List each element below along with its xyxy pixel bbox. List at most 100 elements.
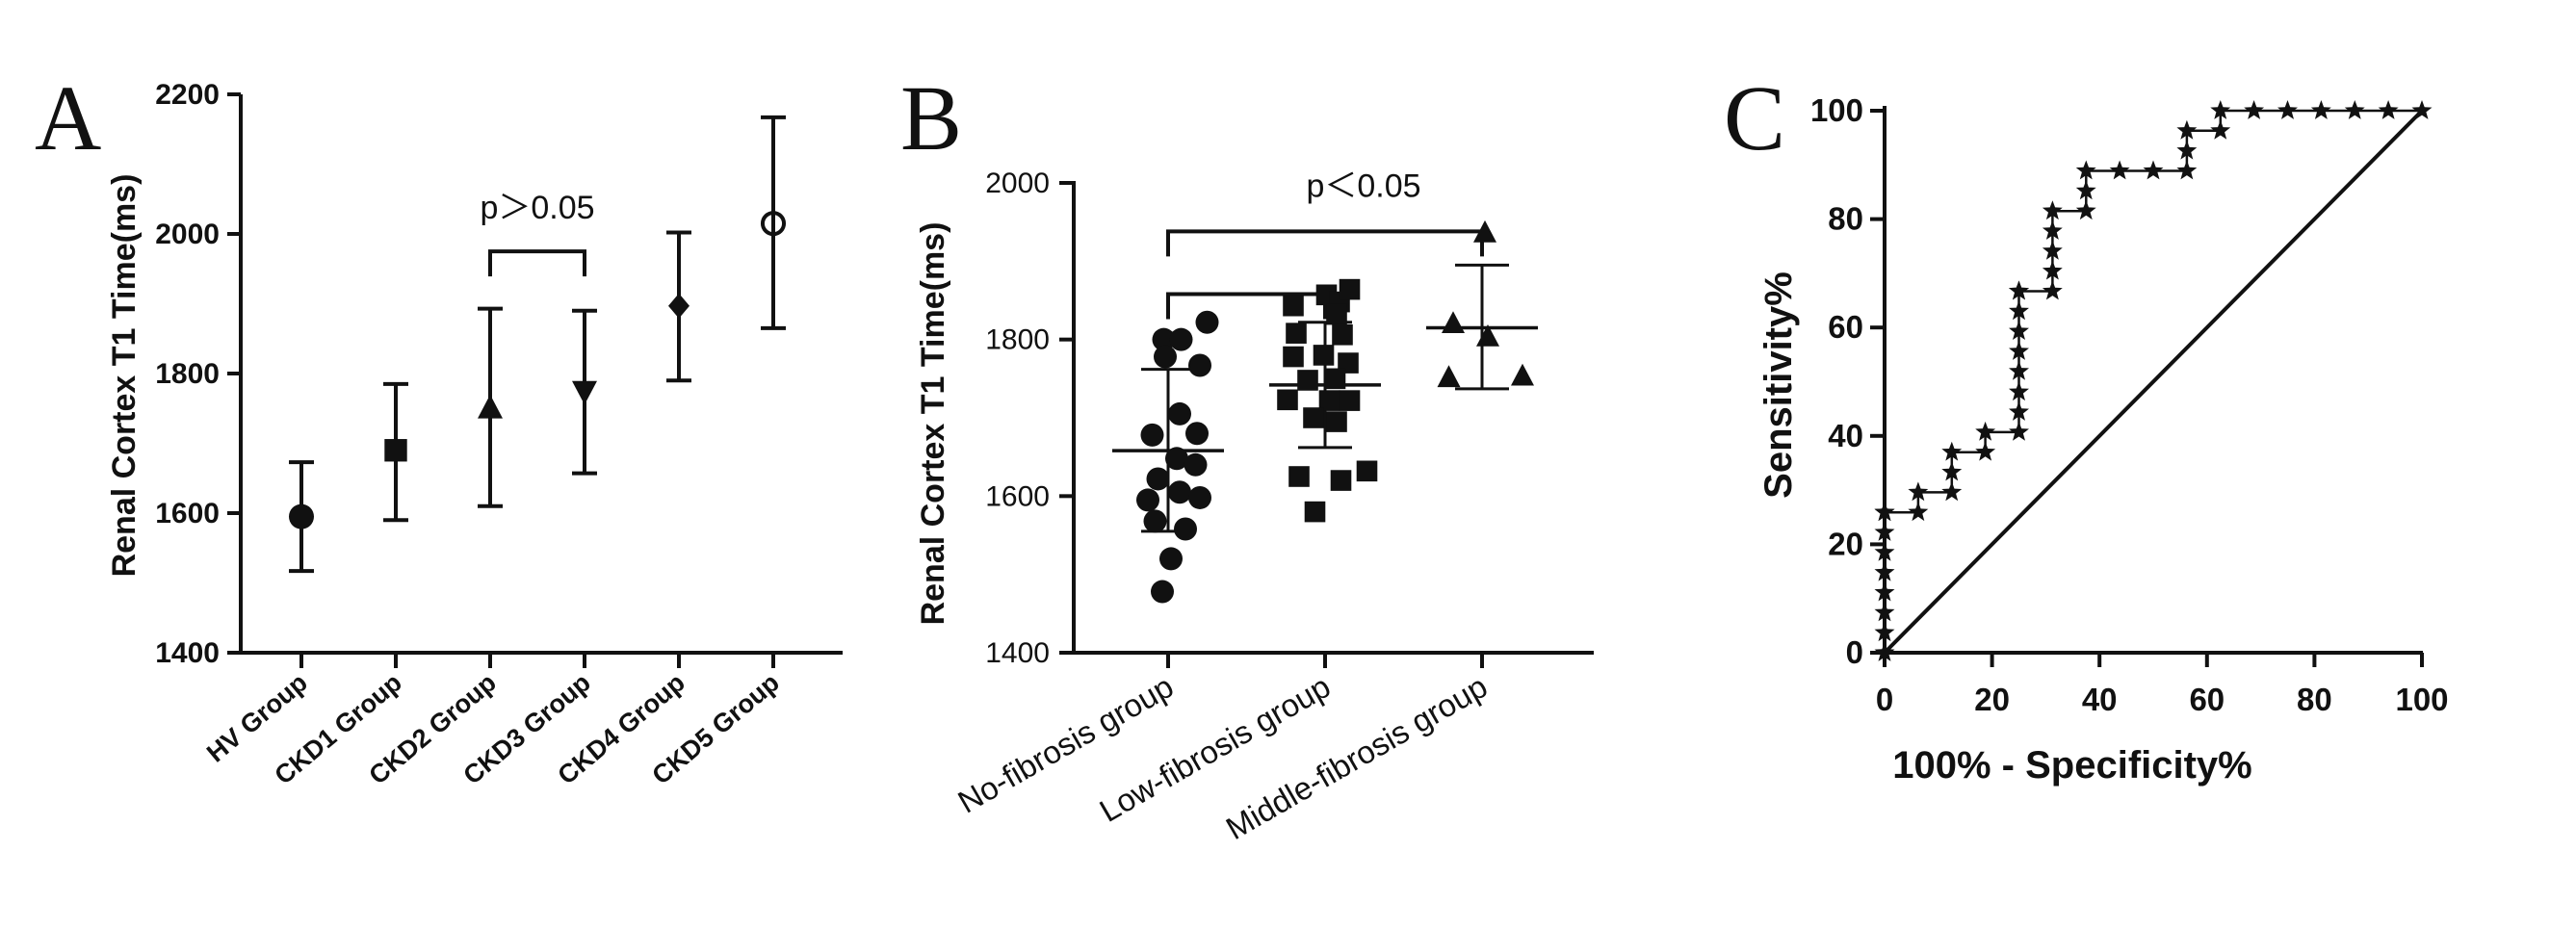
panel-c-roc-point	[1874, 622, 1895, 642]
panel-b-data-point	[1437, 365, 1461, 388]
panel-c-roc-point	[1874, 502, 1895, 522]
panel-b-data-point	[1473, 219, 1496, 243]
panel-b-data-point	[1143, 509, 1167, 533]
panel-c-roc-point	[2009, 381, 2029, 401]
panel-c-roc-point	[1941, 481, 1963, 502]
panel-b-data-point	[1318, 390, 1340, 411]
panel-c-reference-line	[1883, 109, 2424, 655]
panel-c-x-axis-title: 100% - Specificity%	[1892, 744, 2252, 787]
panel-b-bracket-no-middle	[1166, 229, 1484, 257]
panel-b-data-point	[1151, 580, 1174, 604]
panel-a-y-axis-title: Renal Cortex T1 Time(ms)	[106, 174, 143, 578]
panel-c-x-tick-label: 0	[1876, 682, 1893, 717]
panel-c-x-ticks: 0 20 40 60 80 100	[1876, 653, 2449, 717]
panel-b-data-point	[1303, 407, 1324, 428]
panel-c-y-tick-label: 80	[1828, 201, 1863, 237]
panel-a-y-tick-label: 2000	[155, 219, 220, 250]
panel-b-data-point	[1168, 401, 1191, 426]
panel-a-mean-marker	[384, 439, 407, 462]
panel-c-roc-point	[2075, 200, 2096, 220]
panel-a: A Renal Cortex T1 Time(ms) 1400 1600 1800 2…	[35, 66, 843, 790]
panel-c-roc-point	[2042, 260, 2063, 280]
panel-c-roc-point	[2378, 100, 2399, 119]
panel-c-roc-point	[2244, 100, 2265, 119]
panel-b-data-point	[1140, 423, 1164, 447]
panel-c-roc-point	[1874, 581, 1895, 602]
panel-b-data-point	[1169, 327, 1193, 351]
panel-c-x-tick-label: 100	[2395, 682, 2448, 717]
panel-a-mean-marker	[478, 394, 503, 419]
panel-b-y-ticks: 1400 1600 1800 2000	[985, 168, 1074, 669]
panel-b-data-point	[1184, 452, 1208, 477]
panel-c-roc-point	[2109, 160, 2130, 180]
panel-c-roc-point	[2277, 100, 2298, 119]
panel-c-roc-point	[2176, 140, 2198, 160]
panel-b-data-point	[1168, 480, 1191, 504]
panel-b-data-point	[1356, 460, 1378, 482]
panel-a-y-tick-label: 1400	[155, 637, 220, 669]
panel-b-data-point	[1313, 345, 1335, 366]
panel-c-roc-point	[2210, 119, 2231, 140]
panel-b-data-point	[1136, 488, 1159, 512]
panel-b-data-point	[1286, 323, 1307, 344]
panel-c-roc-point	[2042, 240, 2063, 260]
panel-c-y-tick-label: 60	[1828, 309, 1863, 345]
panel-c-roc-point	[2210, 100, 2231, 119]
panel-a-mean-marker	[289, 503, 314, 529]
panel-a-p-value-label: p＞0.05	[480, 190, 594, 226]
panel-c-roc-point	[2075, 180, 2096, 200]
panel-b-y-tick-label: 1400	[985, 637, 1050, 669]
panel-b-y-tick-label: 1800	[985, 324, 1050, 356]
panel-b-data-point	[1283, 295, 1304, 317]
panel-c-roc-point	[1975, 421, 1996, 441]
panel-b-data-point	[1339, 278, 1361, 300]
panel-c-roc-point	[1941, 461, 1963, 481]
panel-c-roc-point	[2176, 119, 2198, 140]
panel-a-mean-marker	[760, 211, 787, 237]
panel-c-roc-point	[1874, 642, 1895, 661]
panel-a-y-tick-label: 1800	[155, 358, 220, 390]
panel-c-roc-point	[2009, 321, 2029, 340]
panel-b-data-point	[1185, 422, 1209, 446]
panel-c-roc-point	[1874, 561, 1895, 581]
panel-c-x-tick-label: 20	[1974, 682, 2010, 717]
panel-c-roc-point	[1908, 481, 1929, 502]
panel-c-roc-point	[2411, 100, 2433, 119]
panel-a-mean-marker	[668, 293, 690, 319]
panel-b-category-label: Middle-fibrosis group	[1220, 668, 1494, 846]
panel-c-y-tick-label: 20	[1828, 526, 1863, 561]
panel-c-roc-point	[2042, 200, 2063, 220]
panel-b-data-point	[1188, 485, 1211, 509]
panel-c-roc-point	[2009, 401, 2029, 421]
panel-c-y-tick-label: 40	[1828, 418, 1863, 453]
panel-c-roc-point	[1975, 441, 1996, 461]
panel-c-roc-point	[2009, 280, 2029, 300]
panel-a-y-ticks: 1400 1600 1800 2000 2200	[155, 79, 241, 669]
panel-c-roc-point	[2042, 220, 2063, 240]
panel-c-roc-point	[1908, 502, 1929, 522]
panel-b-data-point	[1188, 353, 1211, 377]
panel-b-data-point	[1442, 311, 1465, 333]
panel-b-bracket-no-low	[1166, 292, 1327, 320]
panel-a-mean-marker	[572, 380, 597, 405]
panel-b-annotations: p＜0.05	[1166, 168, 1484, 320]
panel-a-p-bracket	[488, 249, 586, 277]
panel-b-data-point	[1297, 370, 1318, 391]
panel-b-data-point	[1277, 389, 1298, 411]
panel-b-data-point	[1338, 352, 1359, 374]
panel-c-roc-point	[2075, 160, 2096, 180]
panel-a-y-tick-label: 2200	[155, 79, 220, 111]
panel-c-roc-point	[2176, 160, 2198, 180]
panel-c-roc-point	[1874, 602, 1895, 622]
panel-b-data-point	[1476, 324, 1499, 347]
panel-c-roc-point	[2310, 100, 2331, 119]
panel-b-letter: B	[900, 66, 962, 169]
panel-c-x-tick-label: 40	[2082, 682, 2118, 717]
panel-b-data-point	[1152, 327, 1176, 351]
panel-b-data-point	[1330, 470, 1352, 491]
panel-c-roc-point	[1874, 541, 1895, 561]
panel-b-y-tick-label: 1600	[985, 480, 1050, 512]
panel-c-y-ticks: 0 20 40 60 80 100	[1810, 92, 1885, 670]
